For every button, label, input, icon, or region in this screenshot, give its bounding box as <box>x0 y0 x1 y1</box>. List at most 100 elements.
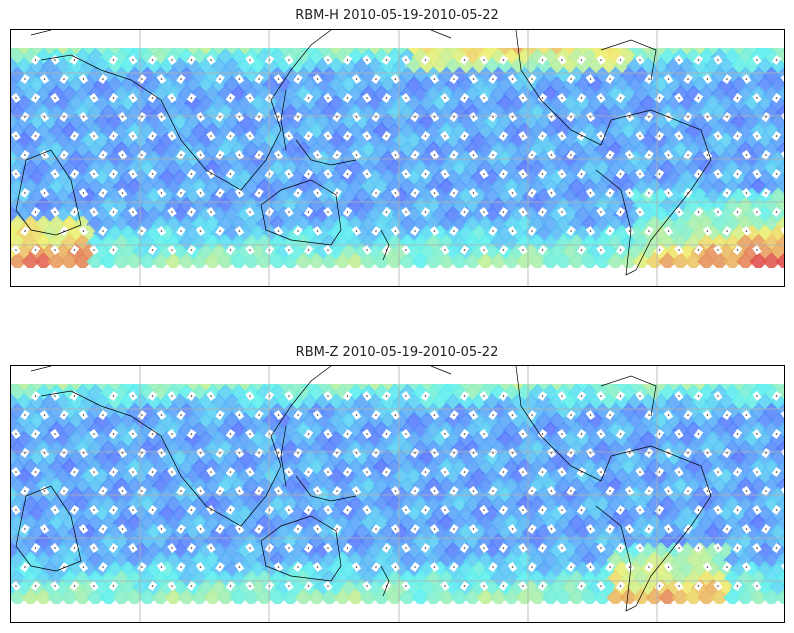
data-cell <box>560 486 580 505</box>
data-cell <box>177 421 196 440</box>
data-cell <box>716 541 736 561</box>
data-cell <box>742 486 762 505</box>
data-cell <box>203 159 222 178</box>
data-cell <box>105 393 125 412</box>
data-cell <box>482 523 502 542</box>
data-cell <box>177 588 196 607</box>
data-cell <box>580 122 599 141</box>
data-cell <box>105 94 125 113</box>
data-cell <box>229 252 248 271</box>
data-cell <box>638 75 658 95</box>
data-cell <box>690 486 710 505</box>
data-cell <box>112 159 131 178</box>
data-cell <box>671 140 690 160</box>
data-cell <box>625 75 645 95</box>
data-cell <box>326 541 346 561</box>
data-cell <box>573 486 593 505</box>
data-cell <box>476 588 495 607</box>
data-cell <box>73 140 92 160</box>
data-cell <box>645 122 664 141</box>
data-cell <box>599 411 619 431</box>
data-cell <box>645 421 664 440</box>
data-cell <box>690 541 710 561</box>
data-cell <box>21 458 40 477</box>
map-panel-rbm-h <box>10 29 785 287</box>
data-cell <box>424 252 443 271</box>
data-cell <box>320 252 339 271</box>
data-cell <box>105 187 125 206</box>
data-cell <box>677 486 697 505</box>
data-cell <box>528 458 547 477</box>
data-cell <box>222 541 242 561</box>
data-cell <box>508 486 528 505</box>
data-cell <box>99 215 118 234</box>
data-cell <box>671 159 690 178</box>
data-cell <box>690 523 710 542</box>
data-cell <box>671 421 690 440</box>
data-cell <box>528 252 547 271</box>
data-cell <box>580 421 599 440</box>
data-cell <box>352 541 372 561</box>
data-cell <box>92 94 112 113</box>
coastline <box>30 366 332 527</box>
data-cell <box>190 252 209 271</box>
data-cell <box>671 122 690 141</box>
data-cell <box>92 113 112 132</box>
data-cell <box>47 159 66 178</box>
data-cell <box>651 75 671 95</box>
data-cell <box>346 588 365 607</box>
data-cell <box>209 411 229 431</box>
data-cell <box>677 224 697 243</box>
data-cell <box>606 122 625 141</box>
data-cell <box>177 122 196 141</box>
data-cell <box>190 140 209 160</box>
data-cell <box>92 131 112 151</box>
data-cell <box>151 140 170 160</box>
data-cell <box>703 430 723 449</box>
data-cell <box>736 140 755 160</box>
data-cell <box>697 495 716 514</box>
data-cell <box>528 476 547 496</box>
data-cell <box>73 159 92 178</box>
data-cell <box>34 159 53 178</box>
data-cell <box>664 486 684 505</box>
data-cell <box>716 94 736 113</box>
data-cell <box>320 588 339 607</box>
data-cell <box>352 523 372 542</box>
data-cell <box>47 140 66 160</box>
data-cell <box>729 411 749 431</box>
data-cell <box>47 252 66 271</box>
data-cell <box>53 523 73 542</box>
data-cell <box>79 150 99 169</box>
data-cell <box>229 476 248 496</box>
data-cell <box>294 252 313 271</box>
data-cell <box>684 421 703 440</box>
data-cell <box>170 75 190 95</box>
data-cell <box>619 252 638 271</box>
data-cell <box>131 187 151 206</box>
data-cell <box>79 94 99 113</box>
data-cell <box>86 48 105 67</box>
data-cell <box>749 140 768 160</box>
data-cell <box>138 122 157 141</box>
data-cell <box>190 476 209 496</box>
data-cell <box>677 205 697 225</box>
data-cell <box>560 411 580 431</box>
data-cell <box>40 486 60 505</box>
data-cell <box>73 122 92 141</box>
data-cell <box>196 94 216 113</box>
data-cell <box>222 94 242 113</box>
data-cell <box>651 411 671 431</box>
data-cell <box>53 113 73 132</box>
data-cell <box>658 252 677 271</box>
data-cell <box>658 140 677 160</box>
data-cell <box>92 57 112 76</box>
data-cell <box>138 421 157 440</box>
data-cell <box>86 178 105 197</box>
data-cell <box>723 458 742 477</box>
data-cell <box>144 541 164 561</box>
data-cell <box>684 588 703 607</box>
data-cell <box>183 113 203 132</box>
data-cell <box>21 122 40 141</box>
data-cell <box>417 541 437 561</box>
